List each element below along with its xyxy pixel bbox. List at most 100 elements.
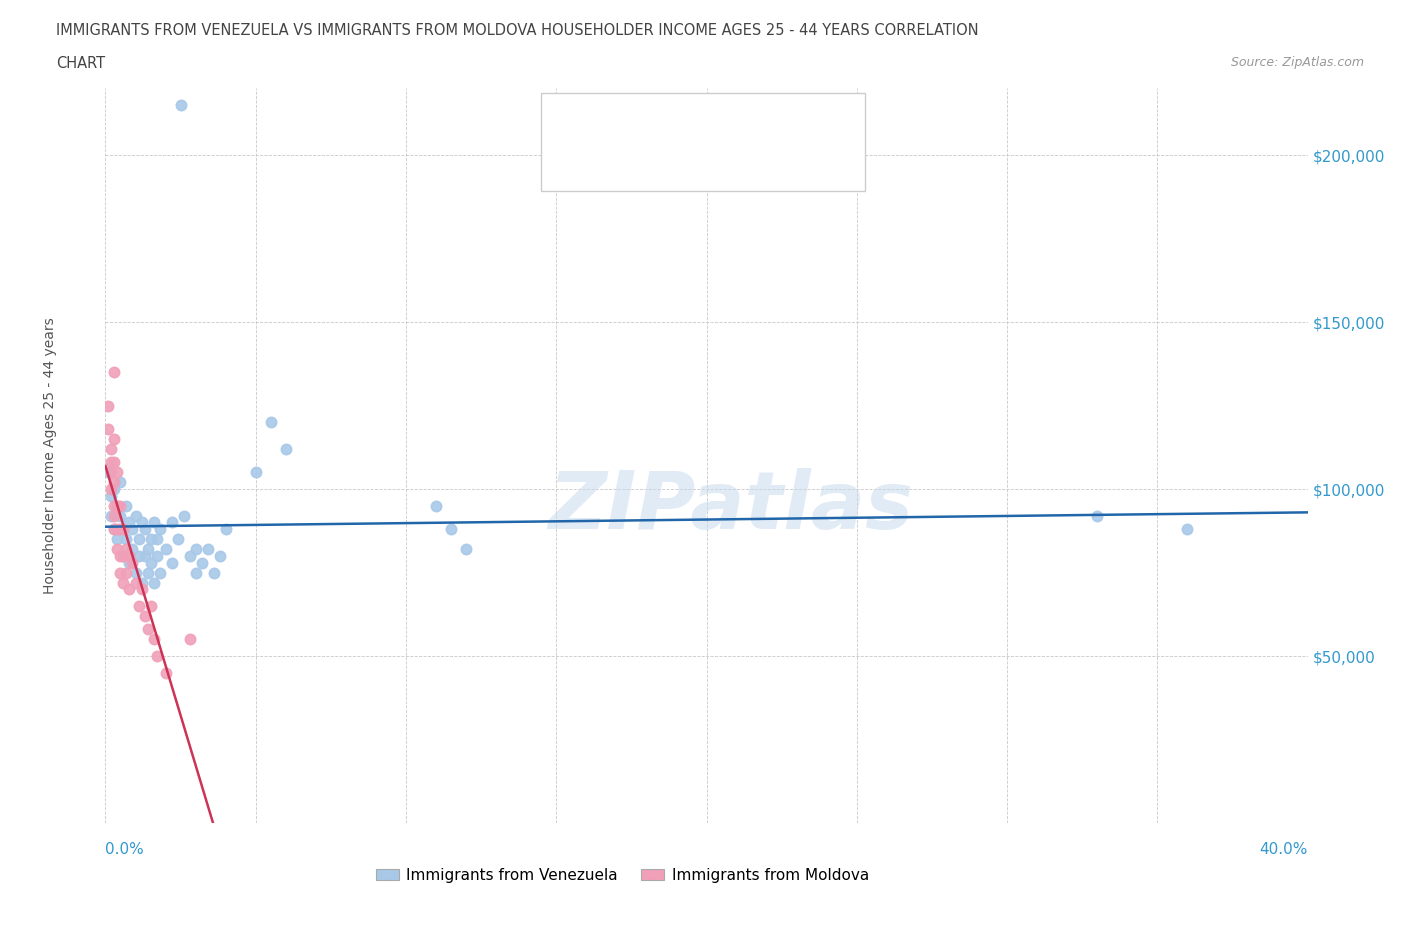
Text: CHART: CHART [56,56,105,71]
Point [107,498,129,513]
Point [121,522,143,537]
FancyBboxPatch shape [541,93,865,191]
Point [160,515,183,530]
Point [440,522,463,537]
FancyBboxPatch shape [554,150,596,180]
Point [107,532,129,547]
Point [131,515,153,530]
Point [179,549,201,564]
Point [107,522,129,537]
Point [115,532,138,547]
Point [139,599,162,614]
Point [131,575,153,590]
Point [274,442,297,457]
Point [155,542,177,557]
Point [131,582,153,597]
Point [208,549,231,564]
Point [107,498,129,513]
Point [124,575,146,590]
Point [128,549,150,564]
Point [179,632,201,647]
Point [110,498,132,513]
Point [110,565,132,580]
Point [166,532,188,547]
Point [112,549,135,564]
Point [100,465,122,480]
Point [107,542,129,557]
Text: R =: R = [613,112,645,126]
Point [425,498,447,513]
Point [142,632,165,647]
Point [142,575,165,590]
Text: 40.0%: 40.0% [1260,842,1308,857]
Point [145,532,167,547]
Point [115,542,138,557]
Point [112,522,135,537]
Point [136,622,159,637]
Point [121,555,143,570]
Point [97,421,120,436]
Point [100,509,122,524]
Point [214,522,236,537]
Point [202,565,225,580]
Point [260,415,283,430]
Point [103,482,125,497]
Point [124,509,146,524]
Text: Source: ZipAtlas.com: Source: ZipAtlas.com [1230,56,1364,69]
Text: IMMIGRANTS FROM VENEZUELA VS IMMIGRANTS FROM MOLDOVA HOUSEHOLDER INCOME AGES 25 : IMMIGRANTS FROM VENEZUELA VS IMMIGRANTS … [56,23,979,38]
Point [100,488,122,503]
Text: ZIPatlas: ZIPatlas [548,468,912,546]
Point [115,498,138,513]
Point [107,465,129,480]
Point [103,455,125,470]
Point [142,515,165,530]
Point [103,522,125,537]
Point [118,555,141,570]
Point [454,542,477,557]
Point [97,465,120,480]
Point [1085,509,1108,524]
Point [110,475,132,490]
Point [184,542,207,557]
Point [155,665,177,680]
Point [134,608,156,623]
Point [245,465,267,480]
Point [118,515,141,530]
Point [118,582,141,597]
Point [110,509,132,524]
Point [128,532,150,547]
Point [134,549,156,564]
Legend: Immigrants from Venezuela, Immigrants from Moldova: Immigrants from Venezuela, Immigrants fr… [370,862,875,889]
Point [148,522,170,537]
Point [103,522,125,537]
Text: -0.032: -0.032 [664,112,718,126]
Point [103,365,125,379]
Point [100,482,122,497]
Point [97,398,120,413]
Text: 57: 57 [800,112,821,126]
Point [136,565,159,580]
Point [139,532,162,547]
Point [100,442,122,457]
Text: 39: 39 [800,158,821,173]
Point [128,599,150,614]
Point [121,542,143,557]
Point [103,432,125,446]
Text: N =: N = [745,158,779,173]
Point [112,522,135,537]
Point [160,555,183,570]
Point [136,542,159,557]
Point [145,549,167,564]
Y-axis label: Householder Income Ages 25 - 44 years: Householder Income Ages 25 - 44 years [42,317,56,594]
Point [184,565,207,580]
Point [110,522,132,537]
Text: -0.471: -0.471 [664,158,718,173]
Point [112,575,135,590]
Point [115,565,138,580]
Point [124,565,146,580]
Point [134,522,156,537]
Point [103,498,125,513]
Text: N =: N = [745,112,779,126]
Text: 0.0%: 0.0% [105,842,145,857]
Point [103,475,125,490]
